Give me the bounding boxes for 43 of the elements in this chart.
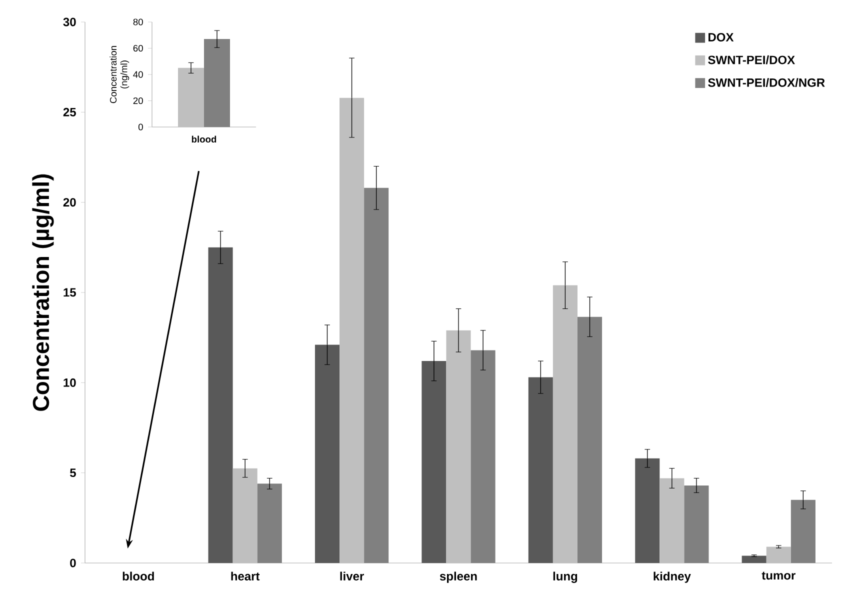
bar	[660, 478, 684, 563]
bar	[790, 500, 816, 563]
bar	[314, 344, 340, 563]
x-tick-label: lung	[553, 572, 578, 583]
legend-label: SWNT-PEI/DOX	[708, 55, 795, 64]
y-tick-label: 60	[133, 44, 143, 52]
y-axis-title: Concentration (ng/ml)	[110, 46, 130, 104]
bar	[232, 468, 258, 563]
bar	[684, 485, 709, 563]
bar	[422, 361, 446, 563]
bar	[208, 247, 233, 563]
x-tick-label: spleen	[440, 572, 477, 583]
bar	[257, 484, 282, 563]
y-tick-label: 20	[133, 97, 143, 104]
bar	[528, 377, 553, 563]
y-axis-title: Concentration (µg/ml)	[32, 174, 54, 411]
y-tick-label: 80	[133, 18, 143, 26]
y-tick-label: 0	[138, 124, 143, 130]
x-tick-label: tumor	[762, 572, 796, 580]
bar	[446, 330, 471, 563]
bar	[577, 316, 602, 563]
y-tick-label: 40	[133, 71, 143, 78]
y-tick-label: 25	[63, 108, 76, 116]
bar	[742, 556, 766, 563]
bar	[364, 188, 389, 563]
y-tick-label: 0	[70, 558, 76, 568]
bar	[470, 350, 496, 563]
x-tick-label: heart	[231, 572, 260, 581]
y-tick-label: 5	[70, 468, 76, 478]
legend-label: DOX	[708, 32, 734, 42]
bar	[340, 98, 364, 563]
y-tick-label: 10	[64, 378, 76, 387]
bar	[766, 546, 791, 563]
legend-label: SWNT-PEI/DOX/NGR	[708, 78, 825, 87]
x-tick-label: kidney	[654, 572, 691, 583]
x-tick-label: blood	[122, 572, 154, 581]
y-tick-label: 20	[63, 198, 76, 207]
bar	[635, 458, 660, 563]
bar	[552, 285, 578, 563]
x-tick-label: blood	[192, 136, 216, 143]
y-tick-label: 15	[64, 288, 76, 297]
x-tick-label: liver	[340, 572, 364, 581]
y-tick-label: 30	[63, 18, 76, 26]
